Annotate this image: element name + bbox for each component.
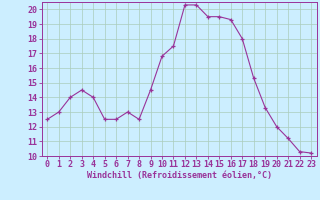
- X-axis label: Windchill (Refroidissement éolien,°C): Windchill (Refroidissement éolien,°C): [87, 171, 272, 180]
